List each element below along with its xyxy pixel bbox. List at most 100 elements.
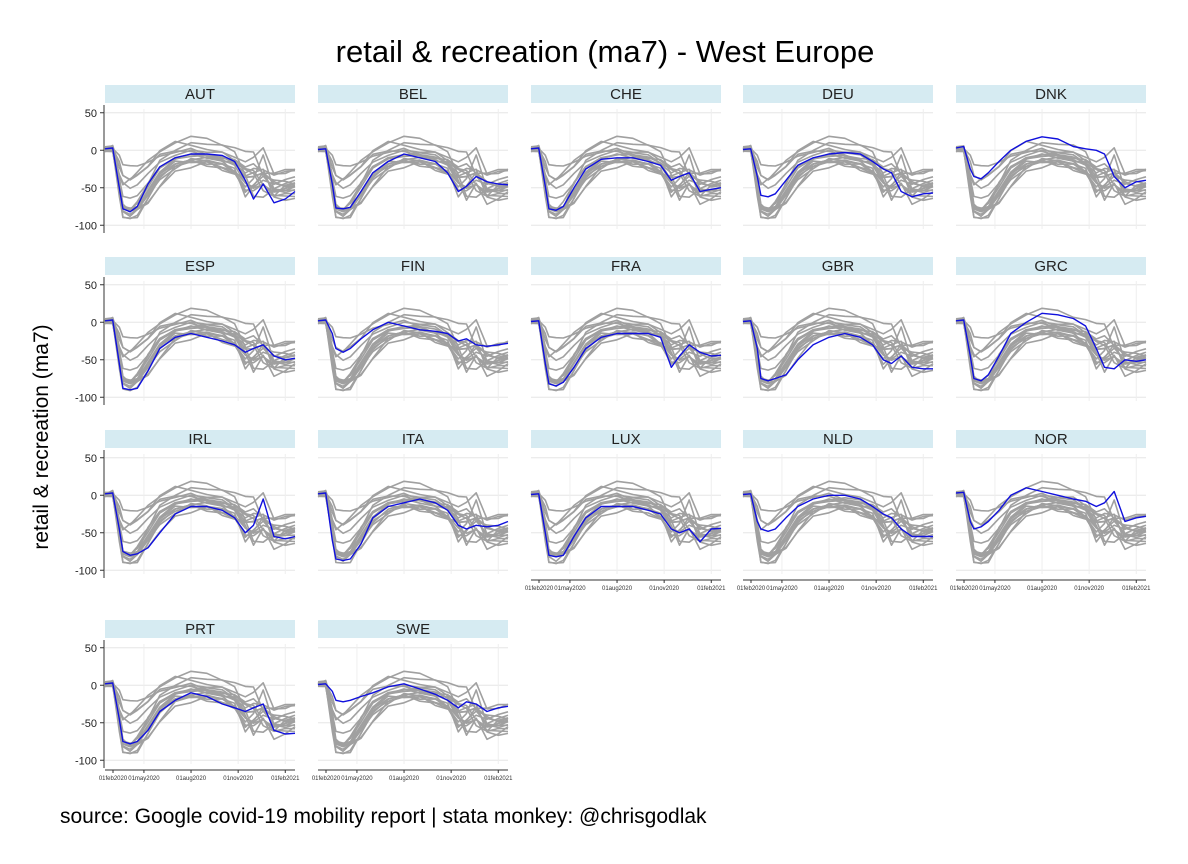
background-series-line [317,319,509,348]
background-series-line [530,148,722,220]
strip-header [318,620,508,638]
y-tick-label: 0 [91,490,97,502]
x-tick-label: 01feb2020 [312,776,341,782]
background-series-line [742,493,934,565]
x-tick-label: 01may2020 [128,776,160,782]
panel-label: DNK [1035,86,1067,103]
panel-gbr: GBR [742,257,934,401]
background-series-line [955,322,1147,371]
background-series-line [104,485,296,531]
panel-label: PRT [185,621,215,638]
background-series-line [317,492,509,521]
x-tick-label: 01feb2021 [1122,586,1151,592]
x-tick-label: 01feb2021 [909,586,938,592]
y-tick-label: -50 [81,528,97,540]
x-tick-label: 01may2020 [341,776,373,782]
background-series-line [317,495,509,544]
background-series-line [530,319,722,348]
background-series-line [742,312,934,358]
panel-label: FRA [611,258,641,275]
panel-che: CHE [530,85,722,229]
background-series-line [530,320,722,392]
x-tick-label: 01feb2020 [99,776,128,782]
x-tick-label: 01feb2020 [737,586,766,592]
background-series-line [104,492,296,521]
background-series-line [742,319,934,348]
highlight-series-line [317,492,509,562]
panel-label: ITA [402,431,424,448]
chart-title: retail & recreation (ma7) - West Europe [336,34,875,69]
background-series-line [530,493,722,565]
highlight-series-line [104,319,296,391]
background-series-line [742,495,934,544]
x-tick-label: 01nov2020 [436,776,466,782]
panel-esp: ESP 50 0 -50 -100 [75,257,296,405]
highlight-series-line [317,319,509,353]
background-series-line [317,675,509,721]
background-series-line [104,147,296,176]
y-tick-label: 50 [85,280,97,292]
background-series-line [104,685,296,734]
strip-header [956,85,1146,103]
highlight-series-line [742,148,934,198]
highlight-series-line [530,493,722,558]
background-series-line [317,147,509,176]
x-tick-label: 01nov2020 [1074,586,1104,592]
panel-label: GRC [1034,258,1068,275]
strip-header [531,85,721,103]
background-series-line [955,319,1147,348]
panel-label: NOR [1034,431,1068,448]
panel-nor: NOR 01feb2020 01may2020 01aug2020 01nov2020 0… [950,430,1151,592]
panel-label: SWE [396,621,430,638]
background-series-line [530,322,722,371]
highlight-series-line [530,147,722,212]
panel-label: FIN [401,258,425,275]
x-tick-label: 01feb2021 [484,776,513,782]
background-series-line [742,147,934,176]
panel-label: LUX [611,431,640,448]
y-tick-label: 0 [91,680,97,692]
background-series-line [955,312,1147,358]
panel-nld: NLD 01feb2020 01may2020 01aug2020 01nov2020 0… [737,430,938,592]
panel-prt: PRT 50 0 -50 -100 01feb2020 01may2020 01aug2020… [75,620,300,782]
highlight-series-line [955,487,1147,530]
y-tick-label: -100 [75,392,97,404]
panel-aut: AUT 50 0 -50 -100 [75,85,296,233]
y-tick-label: -50 [81,355,97,367]
background-series-line [104,493,296,565]
x-tick-label: 01may2020 [554,586,586,592]
x-tick-label: 01may2020 [766,586,798,592]
highlight-series-line [317,148,509,210]
strip-header [956,257,1146,275]
background-series-line [104,312,296,358]
y-tick-label: 0 [91,317,97,329]
x-tick-label: 01feb2021 [697,586,726,592]
panel-dnk: DNK [955,85,1147,229]
background-series-line [530,485,722,531]
panel-lux: LUX 01feb2020 01may2020 01aug2020 01nov2020 0… [525,430,726,592]
x-tick-label: 01aug2020 [389,776,420,782]
x-tick-label: 01nov2020 [223,776,253,782]
background-series-line [955,492,1147,521]
background-series-line [530,495,722,544]
panel-label: DEU [822,86,854,103]
x-tick-label: 01nov2020 [649,586,679,592]
strip-header [743,430,933,448]
panel-label: CHE [610,86,642,103]
highlight-series-line [955,136,1147,189]
y-tick-label: -100 [75,565,97,577]
source-note: source: Google covid-19 mobility report … [60,805,707,828]
background-series-line [742,322,934,371]
background-series-line [317,485,509,531]
panel-label: AUT [185,86,215,103]
background-series-line [955,147,1147,176]
highlight-series-line [317,683,509,713]
background-series-line [955,140,1147,186]
highlight-series-line [104,492,296,556]
strip-header [531,430,721,448]
highlight-series-line [104,682,296,745]
background-series-line [317,685,509,734]
y-tick-label: 0 [91,145,97,157]
background-series-line [317,320,509,392]
y-tick-label: -50 [81,718,97,730]
